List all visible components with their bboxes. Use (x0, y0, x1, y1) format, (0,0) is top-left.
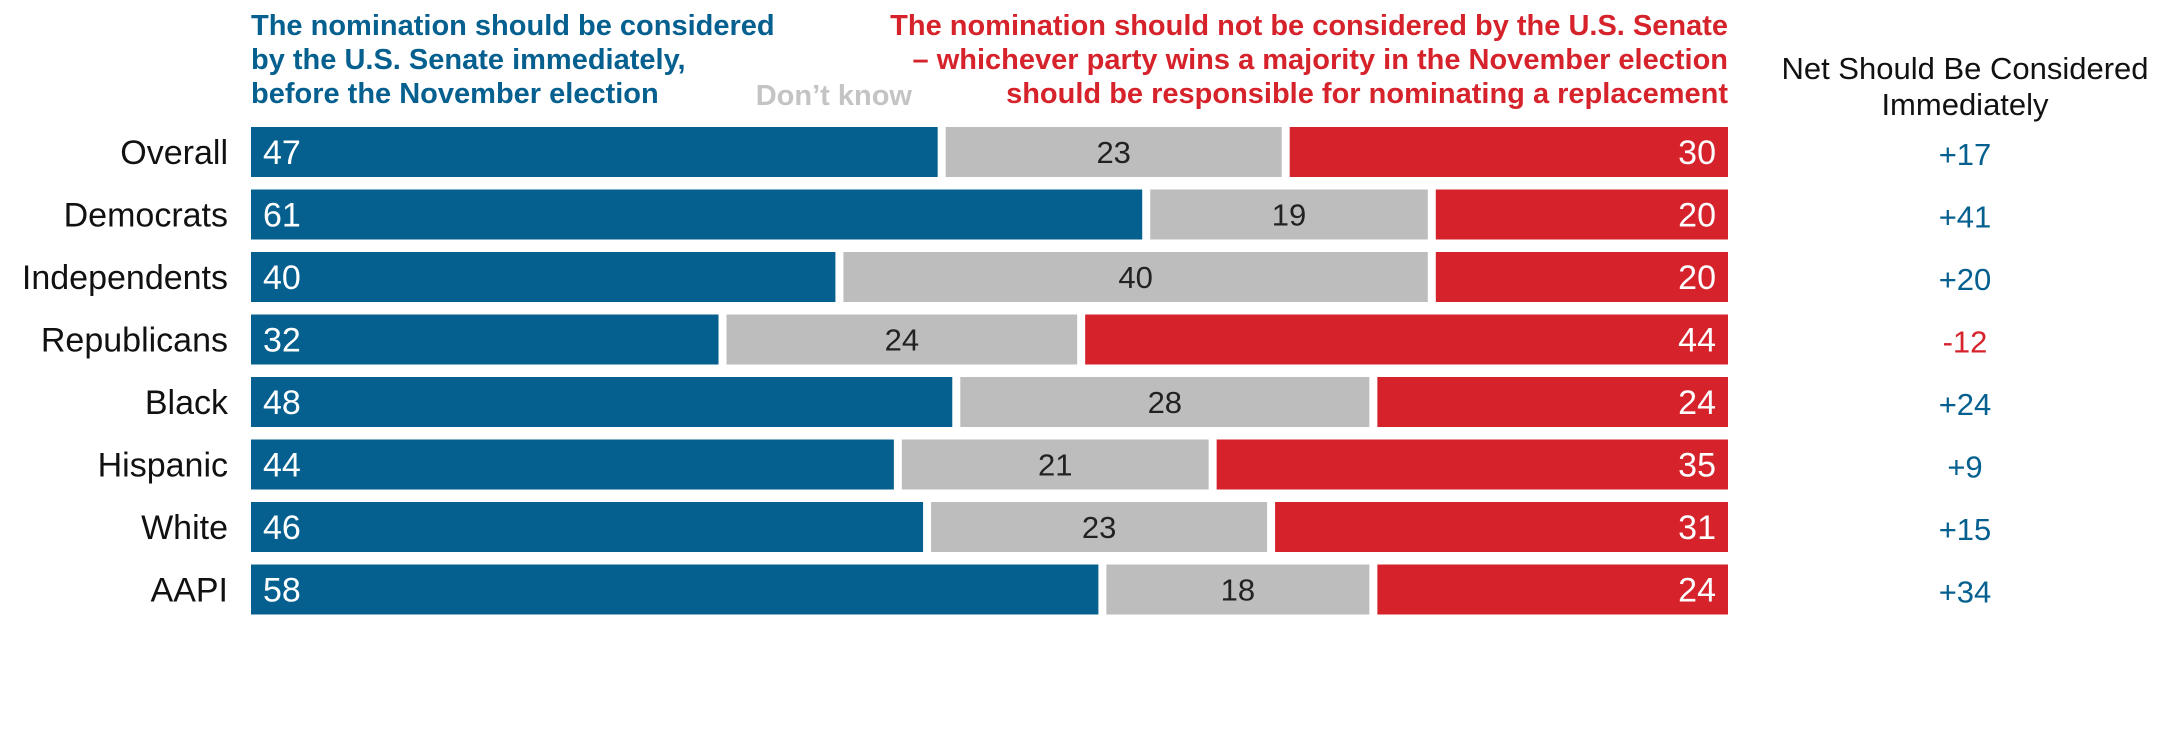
value-considered-democrats: 61 (263, 197, 301, 235)
value-considered-aapi: 58 (263, 572, 301, 610)
row-label-overall: Overall (120, 134, 228, 172)
bar-not-considered-aapi (1377, 564, 1728, 615)
bar-considered-white (251, 502, 924, 552)
value-dont-know-aapi: 18 (1221, 573, 1255, 608)
bar-row-aapi: AAPI 58 18 24 +34 (151, 564, 1992, 615)
bar-row-black: Black 48 28 24 +24 (145, 377, 1991, 427)
value-dont-know-white: 23 (1082, 510, 1116, 545)
legend: The nomination should be considered by t… (251, 10, 1728, 112)
bar-dont-know-black (960, 377, 1370, 427)
net-value-independents: +20 (1939, 262, 1992, 297)
bar-considered-overall (251, 127, 938, 177)
bar-row-white: White 46 23 31 +15 (141, 502, 1991, 552)
legend-considered-line-1: The nomination should be considered (251, 10, 775, 42)
bar-dont-know-democrats (1150, 189, 1428, 240)
bar-considered-independents (251, 252, 836, 302)
value-not-considered-democrats: 20 (1678, 197, 1716, 235)
net-value-democrats: +41 (1939, 200, 1992, 235)
value-considered-white: 46 (263, 509, 301, 547)
legend-considered-line-3: before the November election (251, 78, 659, 110)
value-considered-black: 48 (263, 384, 301, 422)
bar-dont-know-hispanic (901, 439, 1209, 490)
value-considered-republicans: 32 (263, 322, 301, 360)
net-value-hispanic: +9 (1947, 450, 1982, 485)
value-not-considered-independents: 20 (1678, 259, 1716, 297)
value-considered-overall: 47 (263, 134, 301, 172)
net-value-republicans: -12 (1943, 325, 1988, 360)
bar-dont-know-white (931, 502, 1268, 552)
net-header-line-1: Net Should Be Considered (1781, 51, 2148, 86)
value-considered-independents: 40 (263, 259, 301, 297)
bar-row-republicans: Republicans 32 24 44 -12 (41, 314, 1988, 365)
bar-considered-republicans (251, 314, 719, 365)
legend-not-considered-line-2: – whichever party wins a majority in the… (913, 44, 1728, 76)
row-label-aapi: AAPI (151, 572, 228, 610)
bar-not-considered-overall (1289, 127, 1728, 177)
net-header-line-2: Immediately (1881, 87, 2049, 122)
value-dont-know-overall: 23 (1096, 135, 1130, 170)
chart-rows: Overall 47 23 30 +17 Democrats 61 19 20 +41 Indepe… (22, 127, 1991, 615)
legend-dont-know: Don’t know (756, 80, 913, 112)
value-dont-know-republicans: 24 (885, 323, 919, 358)
bar-row-independents: Independents 40 40 20 +20 (22, 252, 1991, 302)
bar-dont-know-aapi (1106, 564, 1370, 615)
legend-considered-line-2: by the U.S. Senate immediately, (251, 44, 686, 76)
bar-dont-know-independents (843, 252, 1428, 302)
bar-row-democrats: Democrats 61 19 20 +41 (64, 189, 1992, 240)
net-value-aapi: +34 (1939, 575, 1992, 610)
row-label-republicans: Republicans (41, 322, 228, 360)
value-dont-know-independents: 40 (1118, 260, 1152, 295)
bar-row-overall: Overall 47 23 30 +17 (120, 127, 1991, 177)
net-value-overall: +17 (1939, 137, 1992, 172)
bar-not-considered-independents (1435, 252, 1728, 302)
row-label-black: Black (145, 384, 229, 422)
bar-not-considered-white (1275, 502, 1728, 552)
value-dont-know-hispanic: 21 (1038, 448, 1072, 483)
row-label-white: White (141, 509, 228, 547)
net-value-white: +15 (1939, 512, 1992, 547)
bar-not-considered-hispanic (1216, 439, 1728, 490)
bar-dont-know-republicans (726, 314, 1078, 365)
legend-not-considered-line-3: should be responsible for nominating a r… (1006, 78, 1728, 110)
row-label-hispanic: Hispanic (98, 447, 228, 485)
value-not-considered-aapi: 24 (1678, 572, 1716, 610)
bar-not-considered-republicans (1085, 314, 1728, 365)
bar-considered-democrats (251, 189, 1143, 240)
value-not-considered-white: 31 (1678, 509, 1716, 547)
bar-considered-aapi (251, 564, 1099, 615)
value-not-considered-republicans: 44 (1678, 322, 1716, 360)
net-value-black: +24 (1939, 387, 1992, 422)
row-label-democrats: Democrats (64, 197, 228, 235)
value-not-considered-hispanic: 35 (1678, 447, 1716, 485)
value-considered-hispanic: 44 (263, 447, 301, 485)
net-header: Net Should Be Considered Immediately (1781, 51, 2148, 122)
value-not-considered-black: 24 (1678, 384, 1716, 422)
value-dont-know-democrats: 19 (1272, 198, 1306, 233)
value-not-considered-overall: 30 (1678, 134, 1716, 172)
row-label-independents: Independents (22, 259, 228, 297)
value-dont-know-black: 28 (1148, 385, 1182, 420)
bar-considered-black (251, 377, 953, 427)
bar-row-hispanic: Hispanic 44 21 35 +9 (98, 439, 1983, 490)
bar-dont-know-overall (945, 127, 1282, 177)
bar-not-considered-black (1377, 377, 1728, 427)
bar-considered-hispanic (251, 439, 894, 490)
legend-not-considered-line-1: The nomination should not be considered … (890, 10, 1728, 42)
bar-not-considered-democrats (1435, 189, 1728, 240)
